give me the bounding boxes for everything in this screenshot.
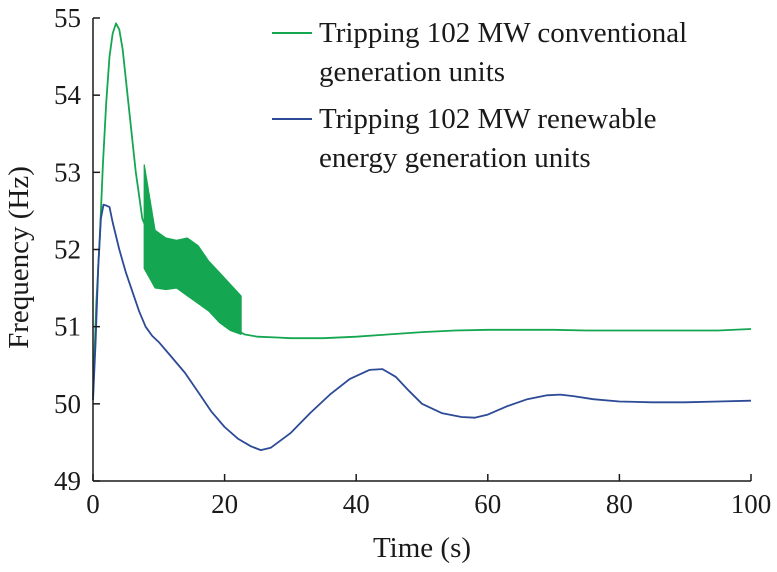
x-tick-label: 0 (86, 489, 100, 519)
x-axis-title: Time (s) (373, 532, 471, 564)
x-tick-label: 100 (731, 489, 772, 519)
y-ticks: 49 50 51 52 53 54 55 (54, 3, 100, 496)
y-tick-label: 49 (54, 466, 81, 496)
y-tick-label: 52 (54, 235, 81, 265)
plot-area (92, 22, 752, 451)
y-axis-title: Frequency (Hz) (3, 166, 35, 349)
y-tick-label: 54 (54, 80, 82, 110)
y-tick-label: 51 (54, 312, 81, 342)
x-ticks: 0 20 40 60 80 100 (86, 474, 771, 519)
y-tick-label: 55 (54, 3, 81, 33)
x-tick-label: 60 (474, 489, 501, 519)
series-conventional-line (92, 22, 752, 397)
legend-label-renewable-line1: Tripping 102 MW renewable (319, 103, 657, 135)
series-conventional-oscillation-ripples (143, 164, 242, 335)
x-tick-label: 40 (343, 489, 370, 519)
legend-label-conventional-line1: Tripping 102 MW conventional (319, 17, 687, 49)
legend: Tripping 102 MW conventional generation … (272, 17, 687, 174)
y-tick-label: 50 (54, 389, 81, 419)
series-renewable-line (92, 203, 752, 451)
x-tick-label: 20 (211, 489, 238, 519)
legend-label-conventional-line2: generation units (319, 56, 505, 88)
legend-label-renewable-line2: energy generation units (319, 142, 591, 174)
y-tick-label: 53 (54, 157, 81, 187)
x-tick-label: 80 (606, 489, 633, 519)
